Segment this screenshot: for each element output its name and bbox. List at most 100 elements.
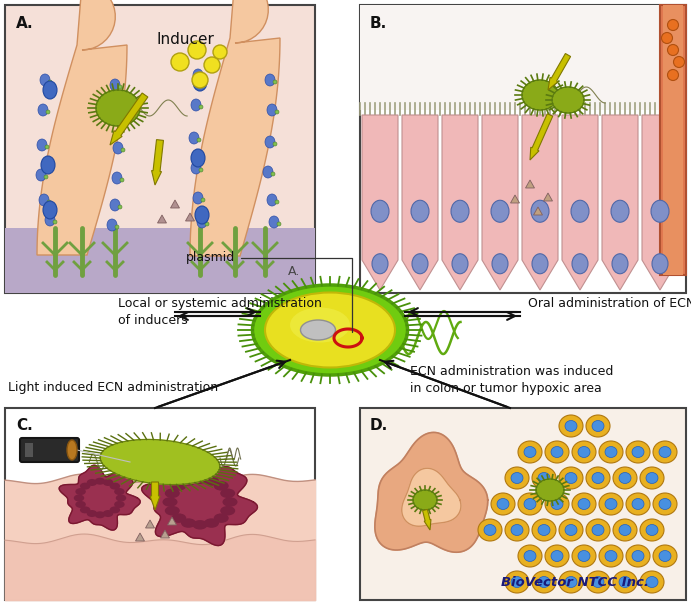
Ellipse shape bbox=[273, 80, 277, 84]
Polygon shape bbox=[375, 433, 488, 552]
Polygon shape bbox=[548, 53, 571, 90]
Ellipse shape bbox=[613, 467, 637, 489]
Ellipse shape bbox=[565, 473, 577, 484]
Ellipse shape bbox=[599, 441, 623, 463]
Ellipse shape bbox=[372, 254, 388, 274]
Ellipse shape bbox=[559, 467, 583, 489]
Ellipse shape bbox=[586, 519, 610, 541]
Ellipse shape bbox=[275, 110, 279, 114]
Ellipse shape bbox=[121, 148, 125, 152]
Polygon shape bbox=[150, 482, 160, 510]
Ellipse shape bbox=[67, 440, 77, 460]
Ellipse shape bbox=[110, 79, 120, 91]
Ellipse shape bbox=[75, 501, 86, 508]
Ellipse shape bbox=[193, 73, 207, 91]
Ellipse shape bbox=[36, 169, 46, 181]
Ellipse shape bbox=[75, 488, 86, 495]
Ellipse shape bbox=[674, 56, 685, 67]
Ellipse shape bbox=[205, 222, 209, 226]
Polygon shape bbox=[562, 115, 598, 290]
Ellipse shape bbox=[116, 494, 126, 502]
Ellipse shape bbox=[592, 576, 604, 587]
Ellipse shape bbox=[53, 220, 57, 224]
Ellipse shape bbox=[41, 156, 55, 174]
Ellipse shape bbox=[110, 507, 120, 513]
Ellipse shape bbox=[112, 109, 122, 121]
Ellipse shape bbox=[646, 473, 658, 484]
Polygon shape bbox=[413, 490, 437, 510]
Bar bbox=[360, 5, 686, 110]
Polygon shape bbox=[423, 510, 431, 530]
Ellipse shape bbox=[103, 510, 113, 517]
Ellipse shape bbox=[612, 254, 628, 274]
Ellipse shape bbox=[39, 194, 49, 206]
Ellipse shape bbox=[223, 498, 238, 507]
Ellipse shape bbox=[107, 219, 117, 231]
Ellipse shape bbox=[511, 576, 523, 587]
Ellipse shape bbox=[86, 479, 97, 486]
Ellipse shape bbox=[371, 200, 389, 222]
Ellipse shape bbox=[572, 254, 588, 274]
Ellipse shape bbox=[193, 192, 203, 204]
Ellipse shape bbox=[171, 513, 187, 523]
Ellipse shape bbox=[646, 576, 658, 587]
Polygon shape bbox=[536, 479, 564, 501]
FancyBboxPatch shape bbox=[20, 438, 79, 462]
Ellipse shape bbox=[551, 447, 563, 458]
Ellipse shape bbox=[652, 254, 668, 274]
Ellipse shape bbox=[511, 473, 523, 484]
Ellipse shape bbox=[265, 293, 395, 367]
Ellipse shape bbox=[164, 488, 180, 498]
Ellipse shape bbox=[80, 507, 91, 513]
Ellipse shape bbox=[204, 57, 220, 73]
Ellipse shape bbox=[220, 506, 235, 516]
Ellipse shape bbox=[605, 499, 617, 510]
Ellipse shape bbox=[214, 481, 229, 491]
Polygon shape bbox=[442, 115, 478, 290]
Ellipse shape bbox=[572, 441, 596, 463]
Ellipse shape bbox=[599, 493, 623, 515]
Ellipse shape bbox=[646, 525, 658, 536]
Ellipse shape bbox=[592, 525, 604, 536]
Bar bbox=[663, 5, 683, 275]
Ellipse shape bbox=[47, 200, 51, 204]
Ellipse shape bbox=[511, 525, 523, 536]
Ellipse shape bbox=[452, 254, 468, 274]
Ellipse shape bbox=[565, 576, 577, 587]
Ellipse shape bbox=[265, 74, 275, 86]
Polygon shape bbox=[552, 87, 584, 113]
Ellipse shape bbox=[586, 571, 610, 593]
Ellipse shape bbox=[586, 415, 610, 437]
Ellipse shape bbox=[193, 69, 203, 81]
Ellipse shape bbox=[214, 513, 229, 523]
Polygon shape bbox=[100, 439, 220, 485]
Ellipse shape bbox=[275, 200, 279, 204]
Ellipse shape bbox=[565, 421, 577, 431]
Bar bbox=[25, 443, 33, 457]
Ellipse shape bbox=[267, 104, 277, 116]
Ellipse shape bbox=[640, 467, 664, 489]
Text: plasmid: plasmid bbox=[186, 251, 352, 332]
Polygon shape bbox=[151, 139, 164, 185]
Ellipse shape bbox=[412, 254, 428, 274]
Ellipse shape bbox=[545, 493, 569, 515]
Ellipse shape bbox=[651, 200, 669, 222]
Ellipse shape bbox=[613, 571, 637, 593]
Polygon shape bbox=[59, 465, 140, 530]
Text: A.: A. bbox=[288, 265, 301, 278]
Ellipse shape bbox=[38, 104, 48, 116]
Bar bbox=[5, 408, 315, 600]
Bar bbox=[360, 408, 686, 600]
Ellipse shape bbox=[204, 518, 219, 528]
Ellipse shape bbox=[545, 441, 569, 463]
Bar bbox=[360, 103, 686, 115]
Polygon shape bbox=[533, 207, 542, 215]
Ellipse shape bbox=[277, 222, 281, 226]
Bar bbox=[660, 5, 686, 275]
Text: D.: D. bbox=[370, 418, 388, 433]
Ellipse shape bbox=[491, 200, 509, 222]
Ellipse shape bbox=[191, 162, 201, 174]
Ellipse shape bbox=[220, 488, 235, 498]
Ellipse shape bbox=[571, 200, 589, 222]
Ellipse shape bbox=[95, 511, 105, 518]
